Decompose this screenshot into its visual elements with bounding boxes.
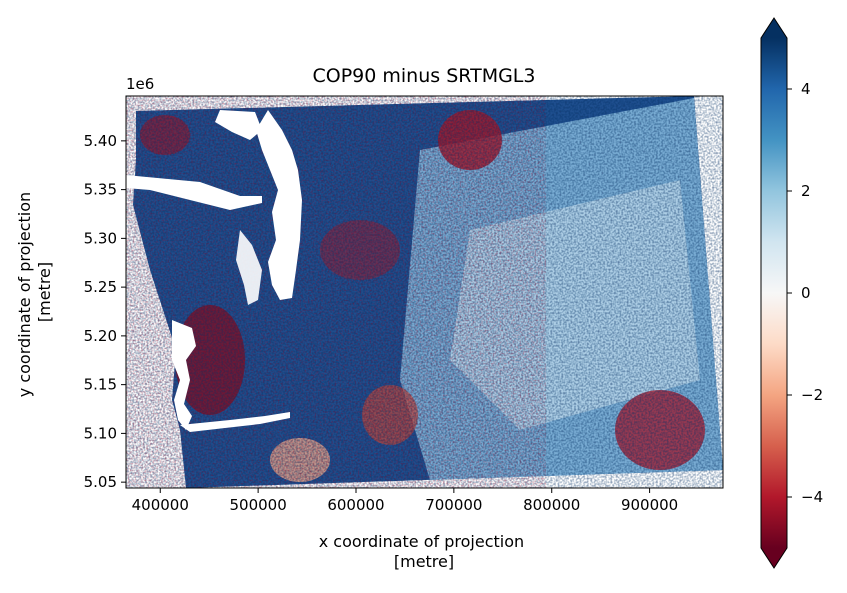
y-axis-label-line-2: [metre] — [35, 262, 54, 322]
y-tick-label: 5.35 — [84, 181, 117, 199]
axes-frame — [125, 95, 724, 489]
colorbar-extend-min — [761, 548, 787, 568]
y-axis-label: y coordinate of projection [metre] — [15, 187, 54, 397]
raster-water-strait — [126, 175, 262, 210]
y-tick-label: 5.15 — [84, 376, 117, 394]
y-tick-label: 5.20 — [84, 327, 117, 345]
raster-water-coast — [172, 320, 196, 430]
x-tick-label: 600000 — [327, 496, 384, 514]
y-tick-label: 5.05 — [84, 473, 117, 491]
colorbar: −4 −2 0 2 4 — [760, 17, 823, 569]
chart-title: COP90 minus SRTMGL3 — [313, 65, 536, 87]
y-axis-ticks: 5.05 5.10 5.15 5.20 5.25 5.30 5.35 5.40 — [84, 132, 126, 491]
x-tick-label: 400000 — [132, 496, 189, 514]
x-tick-label: 700000 — [425, 496, 482, 514]
x-tick-label: 800000 — [523, 496, 580, 514]
y-tick-label: 5.30 — [84, 229, 117, 247]
y-tick-label: 5.40 — [84, 132, 117, 150]
x-axis-ticks: 400000 500000 600000 700000 800000 900000 — [132, 488, 678, 514]
colorbar-ticks: −4 −2 0 2 4 — [787, 80, 823, 506]
y-tick-label: 5.25 — [84, 278, 117, 296]
colorbar-extend-max — [761, 18, 787, 38]
colorbar-tick-label: 0 — [801, 284, 811, 302]
x-tick-label: 500000 — [229, 496, 286, 514]
y-axis-label-line-1: y coordinate of projection — [15, 192, 34, 397]
x-axis-label-line-1: x coordinate of projection — [319, 532, 524, 551]
x-tick-label: 900000 — [621, 496, 678, 514]
x-axis-label: x coordinate of projection [metre] — [319, 532, 529, 571]
colorbar-outline — [760, 17, 788, 569]
raster-water-river — [180, 412, 290, 432]
raster-water-north — [215, 110, 262, 140]
raster-water-sound — [256, 110, 302, 300]
colorbar-gradient — [761, 38, 787, 548]
x-axis-label-line-2: [metre] — [394, 552, 454, 571]
raster-water-inlet — [236, 230, 262, 305]
raster-speckle-red — [126, 96, 546, 488]
y-offset-label: 1e6 — [126, 75, 154, 93]
colorbar-tick-label: 2 — [801, 182, 811, 200]
colorbar-tick-label: −2 — [801, 386, 823, 404]
heatmap-raster — [126, 96, 723, 488]
colorbar-tick-label: 4 — [801, 80, 811, 98]
y-tick-label: 5.10 — [84, 424, 117, 442]
colorbar-tick-label: −4 — [801, 488, 823, 506]
